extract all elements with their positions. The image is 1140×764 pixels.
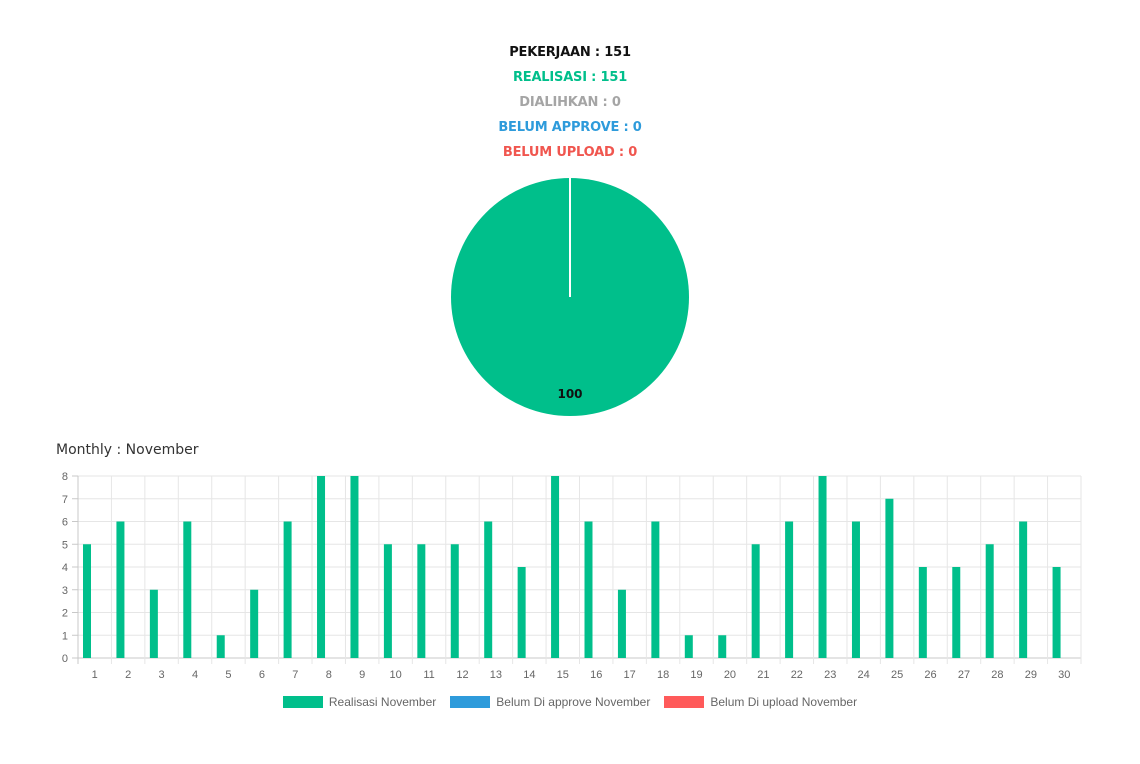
x-tick-label: 3 bbox=[159, 669, 165, 681]
y-tick-label: 0 bbox=[62, 653, 68, 665]
legend-label: Realisasi November bbox=[328, 695, 437, 709]
bar-realisasi bbox=[617, 589, 626, 658]
legend-item[interactable]: Realisasi November bbox=[282, 695, 437, 709]
x-tick-label: 30 bbox=[1058, 669, 1070, 681]
x-tick-label: 5 bbox=[225, 669, 231, 681]
x-tick-label: 29 bbox=[1025, 669, 1037, 681]
legend-swatch bbox=[664, 696, 705, 708]
bar-realisasi bbox=[517, 567, 526, 658]
x-tick-label: 17 bbox=[624, 669, 636, 681]
x-tick-label: 24 bbox=[858, 669, 870, 681]
bar-realisasi bbox=[83, 544, 91, 658]
x-tick-label: 19 bbox=[690, 669, 702, 681]
bar-legend: Realisasi November Belum Di approve Novem… bbox=[0, 695, 1140, 709]
stat-belum-upload: BELUM UPLOAD : 0 bbox=[502, 145, 638, 160]
monthly-title: Monthly : November bbox=[56, 442, 199, 458]
bar-realisasi bbox=[250, 589, 259, 658]
bar-realisasi bbox=[149, 589, 158, 658]
x-tick-label: 26 bbox=[924, 669, 936, 681]
bar-realisasi bbox=[484, 521, 493, 658]
y-tick-label: 1 bbox=[62, 630, 68, 642]
summary-stats: PEKERJAAN : 151 REALISASI : 151 DIALIHKA… bbox=[0, 40, 1140, 165]
stat-realisasi: REALISASI : 151 bbox=[512, 70, 628, 85]
bar-realisasi bbox=[918, 567, 927, 658]
bar-realisasi bbox=[216, 635, 225, 658]
pie-chart: 100 bbox=[451, 178, 689, 416]
pie-data-label: 100 bbox=[557, 387, 582, 401]
x-tick-label: 11 bbox=[423, 669, 434, 681]
bar-realisasi bbox=[684, 635, 693, 658]
bar-realisasi bbox=[317, 476, 326, 658]
bar-realisasi bbox=[1052, 567, 1061, 658]
x-tick-label: 12 bbox=[456, 669, 468, 681]
bar-realisasi bbox=[785, 521, 794, 658]
x-tick-label: 14 bbox=[523, 669, 535, 681]
bar-realisasi bbox=[718, 635, 727, 658]
bar-realisasi bbox=[651, 521, 660, 658]
legend-swatch bbox=[450, 696, 491, 708]
legend-label: Belum Di approve November bbox=[496, 695, 651, 709]
bar-realisasi bbox=[584, 521, 593, 658]
bar-realisasi bbox=[818, 476, 827, 658]
y-tick-label: 2 bbox=[62, 608, 68, 620]
y-tick-label: 7 bbox=[62, 494, 68, 506]
bar-realisasi bbox=[885, 498, 894, 658]
x-tick-label: 21 bbox=[757, 669, 769, 681]
x-tick-label: 1 bbox=[92, 669, 98, 681]
x-tick-label: 22 bbox=[791, 669, 803, 681]
legend-label: Belum Di upload November bbox=[710, 695, 858, 709]
x-tick-label: 27 bbox=[958, 669, 970, 681]
y-tick-label: 3 bbox=[62, 585, 68, 597]
x-tick-label: 4 bbox=[192, 669, 198, 681]
x-tick-label: 6 bbox=[259, 669, 265, 681]
bar-realisasi bbox=[417, 544, 426, 658]
x-tick-label: 8 bbox=[326, 669, 332, 681]
x-tick-label: 7 bbox=[292, 669, 298, 681]
bar-realisasi bbox=[985, 544, 994, 658]
bar-realisasi bbox=[851, 521, 860, 658]
legend-swatch bbox=[282, 696, 323, 708]
x-tick-label: 25 bbox=[891, 669, 903, 681]
bar-realisasi bbox=[116, 521, 125, 658]
y-tick-label: 8 bbox=[62, 471, 68, 483]
x-tick-label: 23 bbox=[824, 669, 836, 681]
bar-realisasi bbox=[383, 544, 392, 658]
legend-item[interactable]: Belum Di approve November bbox=[450, 695, 650, 709]
x-tick-label: 16 bbox=[590, 669, 602, 681]
x-tick-label: 20 bbox=[724, 669, 736, 681]
x-tick-label: 18 bbox=[657, 669, 669, 681]
legend-item[interactable]: Belum Di upload November bbox=[664, 695, 857, 709]
bar-realisasi bbox=[450, 544, 459, 658]
x-tick-label: 15 bbox=[557, 669, 569, 681]
x-tick-label: 13 bbox=[490, 669, 502, 681]
stat-dialihkan: DIALIHKAN : 0 bbox=[519, 95, 621, 110]
y-tick-label: 6 bbox=[62, 517, 68, 529]
y-tick-label: 4 bbox=[62, 562, 68, 574]
bar-realisasi bbox=[350, 476, 359, 658]
bar-realisasi bbox=[183, 521, 192, 658]
y-tick-label: 5 bbox=[62, 539, 68, 551]
stat-pekerjaan: PEKERJAAN : 151 bbox=[509, 45, 631, 60]
stat-belum-approve: BELUM APPROVE : 0 bbox=[498, 120, 642, 135]
bar-realisasi bbox=[1019, 521, 1028, 658]
x-tick-label: 28 bbox=[991, 669, 1003, 681]
bar-realisasi bbox=[551, 476, 560, 658]
x-tick-label: 2 bbox=[125, 669, 131, 681]
bar-realisasi bbox=[952, 567, 961, 658]
bar-realisasi bbox=[751, 544, 760, 658]
bar-realisasi bbox=[283, 521, 292, 658]
x-tick-label: 10 bbox=[389, 669, 401, 681]
x-tick-label: 9 bbox=[359, 669, 365, 681]
